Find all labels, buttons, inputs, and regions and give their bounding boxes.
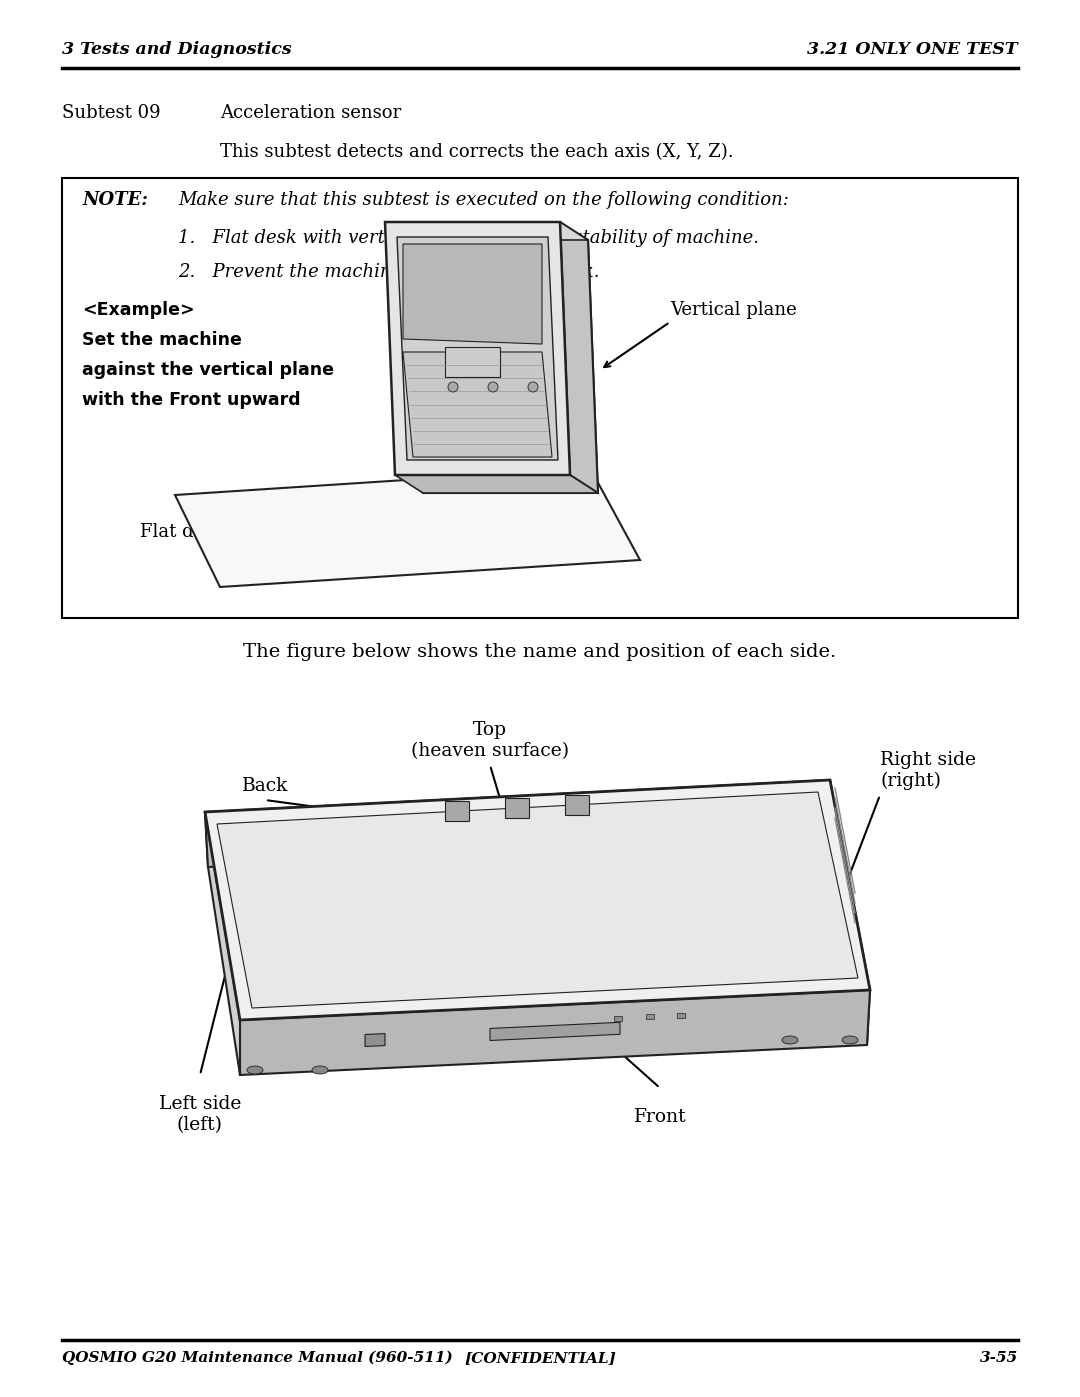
Polygon shape: [384, 222, 588, 240]
Text: Make sure that this subtest is executed on the following condition:: Make sure that this subtest is executed …: [178, 191, 788, 210]
Polygon shape: [205, 812, 240, 1076]
Circle shape: [528, 381, 538, 393]
Polygon shape: [397, 237, 558, 460]
Polygon shape: [445, 800, 469, 821]
Polygon shape: [445, 346, 500, 377]
Bar: [615, 1016, 622, 1021]
Text: Set the machine: Set the machine: [82, 331, 242, 349]
Text: Subtest 09: Subtest 09: [62, 103, 161, 122]
Text: Front: Front: [634, 1108, 686, 1126]
Polygon shape: [505, 798, 529, 819]
Polygon shape: [403, 244, 542, 344]
Ellipse shape: [842, 1037, 858, 1044]
Polygon shape: [565, 795, 589, 814]
Text: Left side
(left): Left side (left): [159, 1095, 241, 1134]
Ellipse shape: [247, 1066, 264, 1074]
Text: 3.21 ONLY ONE TEST: 3.21 ONLY ONE TEST: [808, 42, 1018, 59]
Polygon shape: [413, 240, 598, 493]
Text: 3 Tests and Diagnostics: 3 Tests and Diagnostics: [62, 42, 292, 59]
Polygon shape: [490, 1023, 620, 1041]
Polygon shape: [384, 222, 570, 475]
Text: The figure below shows the name and position of each side.: The figure below shows the name and posi…: [243, 643, 837, 661]
Polygon shape: [365, 1034, 384, 1046]
Bar: [677, 1013, 685, 1018]
Bar: [62, 177, 1018, 617]
Circle shape: [448, 381, 458, 393]
Bar: [646, 1014, 653, 1020]
Text: against the vertical plane: against the vertical plane: [82, 360, 334, 379]
Text: [CONFIDENTIAL]: [CONFIDENTIAL]: [464, 1351, 616, 1365]
Polygon shape: [205, 780, 870, 1020]
Text: 2.   Prevent the machine from shake or shock.: 2. Prevent the machine from shake or sho…: [178, 263, 599, 281]
Polygon shape: [403, 352, 552, 457]
Text: QOSMIO G20 Maintenance Manual (960-511): QOSMIO G20 Maintenance Manual (960-511): [62, 1351, 453, 1365]
Polygon shape: [240, 990, 870, 1076]
Text: Back: Back: [242, 777, 288, 795]
Polygon shape: [175, 468, 640, 587]
Polygon shape: [561, 222, 598, 493]
Circle shape: [488, 381, 498, 393]
Text: This subtest detects and corrects the each axis (X, Y, Z).: This subtest detects and corrects the ea…: [220, 142, 733, 161]
Text: Top
(heaven surface): Top (heaven surface): [410, 721, 569, 760]
Polygon shape: [205, 780, 833, 868]
Polygon shape: [831, 780, 870, 1045]
Text: Vertical plane: Vertical plane: [670, 300, 797, 319]
Polygon shape: [217, 792, 858, 1009]
Text: Right side
(right): Right side (right): [880, 752, 976, 789]
Text: with the Front upward: with the Front upward: [82, 391, 300, 409]
Text: Acceleration sensor: Acceleration sensor: [220, 103, 401, 122]
Text: <Example>: <Example>: [82, 300, 194, 319]
Text: 3-55: 3-55: [980, 1351, 1018, 1365]
Ellipse shape: [312, 1066, 328, 1074]
Text: NOTE:: NOTE:: [82, 191, 148, 210]
Text: Flat desk: Flat desk: [140, 522, 225, 541]
Text: 1.   Flat desk with vertical plane to get the stability of machine.: 1. Flat desk with vertical plane to get …: [178, 229, 759, 247]
Polygon shape: [395, 475, 598, 493]
Ellipse shape: [782, 1037, 798, 1044]
